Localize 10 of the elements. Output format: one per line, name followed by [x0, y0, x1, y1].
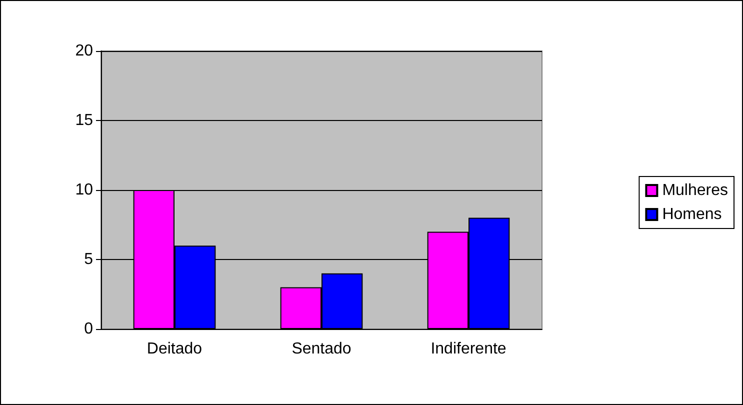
y-tick-label: 15	[75, 112, 94, 129]
x-tick-label: Indiferente	[430, 340, 506, 358]
legend-label: Homens	[662, 206, 722, 223]
y-tick-label: 10	[75, 182, 94, 198]
legend-label: Mulheres	[662, 182, 728, 199]
x-tick-label: Deitado	[146, 340, 202, 358]
y-tick-label: 0	[84, 320, 94, 338]
y-tick-label: 20	[75, 42, 94, 60]
y-tick-label: 5	[84, 251, 94, 268]
x-tick-label: Sentado	[292, 340, 352, 358]
